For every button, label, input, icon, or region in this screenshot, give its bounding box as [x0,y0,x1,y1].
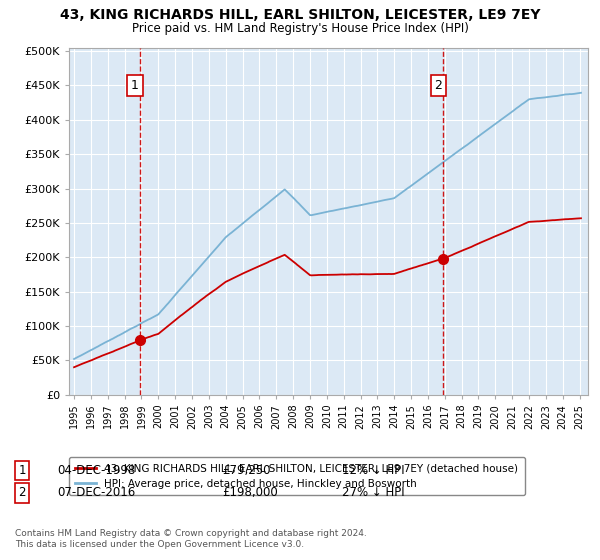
Text: £79,250: £79,250 [222,464,271,477]
Text: 12% ↓ HPI: 12% ↓ HPI [342,464,404,477]
Text: 1: 1 [19,464,26,477]
Legend: 43, KING RICHARDS HILL, EARL SHILTON, LEICESTER, LE9 7EY (detached house), HPI: : 43, KING RICHARDS HILL, EARL SHILTON, LE… [69,458,524,495]
Text: 07-DEC-2016: 07-DEC-2016 [57,486,135,500]
Text: 2: 2 [434,79,442,92]
Text: £198,000: £198,000 [222,486,278,500]
Text: 2: 2 [19,486,26,500]
Text: Price paid vs. HM Land Registry's House Price Index (HPI): Price paid vs. HM Land Registry's House … [131,22,469,35]
Text: 04-DEC-1998: 04-DEC-1998 [57,464,135,477]
Text: 27% ↓ HPI: 27% ↓ HPI [342,486,404,500]
Text: 1: 1 [131,79,139,92]
Text: Contains HM Land Registry data © Crown copyright and database right 2024.
This d: Contains HM Land Registry data © Crown c… [15,529,367,549]
Text: 43, KING RICHARDS HILL, EARL SHILTON, LEICESTER, LE9 7EY: 43, KING RICHARDS HILL, EARL SHILTON, LE… [60,8,540,22]
